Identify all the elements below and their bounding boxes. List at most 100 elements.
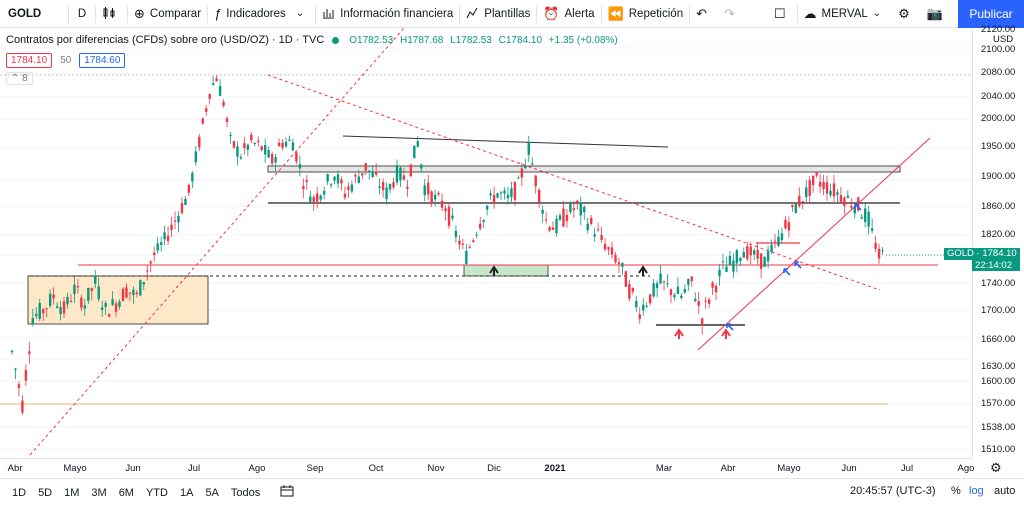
templates-button[interactable]: Plantillas [460, 0, 536, 28]
candle-body [492, 194, 496, 204]
buy-price-button[interactable]: 1784.60 [79, 53, 126, 68]
candle-body [170, 224, 173, 230]
candle-body [565, 214, 569, 222]
candle-body [700, 318, 704, 326]
range-button-3m[interactable]: 3M [91, 486, 107, 499]
clock-readout[interactable]: 20:45:57 (UTC-3) [850, 485, 936, 497]
candle-body [655, 283, 659, 288]
candle-body [794, 204, 798, 213]
price-chart[interactable] [0, 28, 1024, 478]
candle-body [822, 181, 825, 190]
date-range-icon[interactable] [274, 485, 300, 500]
financials-button[interactable]: Información financiera [316, 0, 459, 28]
candle-body [225, 118, 229, 123]
price-axis-label: 1740.00 [981, 278, 1016, 289]
candle-body [260, 146, 263, 151]
candle-body [184, 198, 187, 205]
undo-button[interactable]: ↶ [690, 0, 718, 28]
indicator-collapse-button[interactable]: ⌃ 8 [6, 72, 33, 85]
bottom-toolbar: 1D 5D 1M 3M 6M YTD 1A 5A Todos [0, 478, 1024, 506]
candle-body [298, 164, 302, 169]
candle-body [746, 246, 749, 260]
compare-button[interactable]: ⊕ Comparar [134, 6, 202, 21]
range-button-1a[interactable]: 1A [179, 486, 194, 499]
candle-body [42, 309, 45, 314]
candle-body [593, 234, 596, 237]
range-button-1d[interactable]: 1D [12, 486, 27, 499]
interval-button[interactable]: D [77, 7, 87, 20]
range-button-5a[interactable]: 5A [205, 486, 219, 499]
price-axis-label: 2100.00 [981, 44, 1016, 55]
settings-button[interactable]: ⚙ [892, 0, 921, 28]
candle-body [635, 300, 638, 308]
up-arrow-icon [674, 328, 684, 337]
demand-zone [463, 264, 549, 277]
currency-label: USD [993, 34, 1014, 45]
candle-body [586, 223, 589, 231]
publish-button[interactable]: Publicar [958, 0, 1024, 28]
symbol-search[interactable]: GOLD [8, 7, 42, 20]
replay-button[interactable]: ⏪ Repetición [607, 6, 684, 21]
price-axis[interactable]: 2120.00 2100.00 2080.00 2040.00 2000.00 1950.… [972, 24, 1024, 458]
candle-body [579, 202, 582, 216]
divider [95, 4, 96, 23]
indicators-button[interactable]: ƒ Indicadores ⌄ [214, 6, 305, 21]
sell-price-button[interactable]: 1784.10 [6, 53, 53, 68]
candle-body [537, 189, 541, 203]
fullscreen-button[interactable]: ☐ [768, 0, 797, 28]
candle-body [28, 351, 31, 354]
candle-body [263, 145, 267, 155]
snapshot-button[interactable]: 📷 [921, 0, 954, 28]
time-axis-label: Dic [487, 463, 501, 474]
buy-sell-box: 1784.10 50 1784.60 [6, 53, 126, 68]
candle-body [645, 305, 648, 307]
percent-toggle[interactable]: % [951, 485, 961, 497]
candle-body [544, 219, 548, 221]
resistance-band [267, 165, 901, 173]
divider [459, 4, 461, 23]
up-arrow-icon [638, 265, 648, 274]
time-axis[interactable]: Abr Mayo Jun Jul Ago Sep Oct Nov Dic 2021 Mar Abr Ma… [0, 458, 974, 478]
auto-toggle[interactable]: auto [994, 485, 1016, 497]
candle-body [531, 163, 534, 165]
candle-body [815, 172, 818, 176]
divider [796, 4, 798, 23]
candle-body [801, 201, 804, 203]
candle-body [104, 303, 107, 307]
collapsed-count: 8 [22, 73, 28, 84]
candle-body [863, 208, 867, 223]
candle-body [243, 143, 246, 148]
candle-body [246, 144, 250, 150]
range-button-6m[interactable]: 6M [118, 486, 134, 499]
time-axis-label: Jun [841, 463, 857, 474]
candle-body [121, 288, 125, 302]
gear-icon[interactable]: ⚙ [990, 460, 1002, 475]
candle-body [281, 142, 284, 148]
candle-body [211, 83, 215, 85]
candle-body [239, 157, 243, 159]
time-axis-label: Abr [7, 463, 23, 474]
alert-button[interactable]: ⏰ Alerta [543, 6, 595, 21]
candle-body [596, 229, 600, 231]
layout-button[interactable]: ☁ MERVAL ⌄ [803, 6, 882, 21]
price-axis-label: 2040.00 [981, 91, 1016, 102]
candle-body [399, 167, 402, 181]
price-axis-label: 1860.00 [981, 201, 1016, 212]
candle-body [132, 289, 135, 296]
log-toggle[interactable]: log [969, 485, 984, 497]
range-button-5d[interactable]: 5D [38, 486, 53, 499]
redo-button[interactable]: ↷ [718, 0, 746, 28]
legend-title[interactable]: Contratos por diferencias (CFDs) sobre o… [6, 34, 325, 46]
range-button-ytd[interactable]: YTD [145, 486, 168, 499]
pointer-arrow-icon [783, 268, 791, 276]
candle-body [83, 305, 87, 309]
candle-body [513, 182, 517, 200]
range-button-todos[interactable]: Todos [230, 486, 261, 499]
high-value: H1787.68 [399, 34, 444, 46]
range-button-1m[interactable]: 1M [64, 486, 80, 499]
bar-style-button[interactable] [96, 0, 127, 28]
candle-body [763, 257, 766, 267]
time-axis-label: Mayo [63, 463, 87, 474]
candle-body [55, 306, 59, 308]
candle-body [777, 236, 780, 246]
